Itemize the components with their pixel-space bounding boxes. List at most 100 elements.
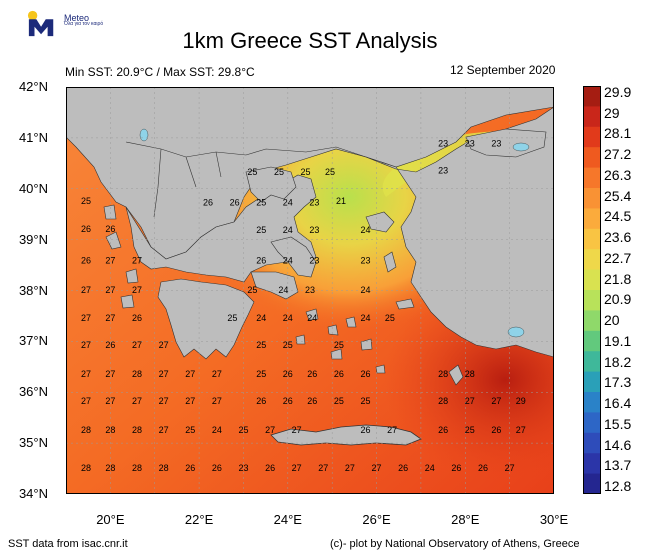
sst-value-label: 23 — [309, 255, 319, 265]
sst-value-label: 23 — [305, 285, 315, 295]
sst-value-label: 27 — [105, 396, 115, 406]
sst-value-label: 24 — [425, 463, 435, 473]
sst-value-label: 27 — [81, 369, 91, 379]
sst-value-label: 27 — [465, 396, 475, 406]
sst-value-label: 25 — [283, 340, 293, 350]
sst-value-label: 24 — [278, 285, 288, 295]
colorbar-tick-label: 29.9 — [604, 84, 632, 100]
land-attica — [250, 271, 299, 300]
colorbar-tick-label: 13.7 — [604, 457, 632, 474]
sst-value-label: 26 — [265, 463, 275, 473]
sst-value-label: 26 — [360, 369, 370, 379]
longitude-tick-label: 30°E — [539, 512, 569, 527]
colorbar-frame — [583, 86, 601, 494]
sst-value-label: 26 — [283, 396, 293, 406]
colorbar-segment — [583, 473, 601, 494]
land-chalkidiki — [245, 166, 297, 203]
sst-value-label: 26 — [81, 255, 91, 265]
sst-value-label: 26 — [256, 255, 266, 265]
sst-value-label: 28 — [132, 463, 142, 473]
colorbar-segment — [583, 310, 601, 332]
sst-value-label: 27 — [516, 425, 526, 435]
latitude-tick-label: 41°N — [18, 129, 48, 145]
sst-value-label: 26 — [334, 369, 344, 379]
colorbar-tick-label: 18.2 — [604, 353, 632, 370]
meteo-logo — [27, 10, 54, 37]
sst-value-label: 26 — [451, 463, 461, 473]
sst-value-label: 26 — [491, 425, 501, 435]
sst-value-label: 26 — [283, 369, 293, 379]
longitude-tick-label: 24°E — [273, 512, 302, 527]
colorbar-tick-label: 12.8 — [604, 478, 632, 494]
land-balkans — [66, 87, 554, 260]
sst-value-label: 25 — [301, 167, 311, 177]
colorbar-segment — [583, 371, 601, 393]
data-source: SST data from isac.cnr.it — [8, 538, 128, 550]
latitude-tick-label: 36°N — [18, 384, 48, 400]
colorbar-segment — [583, 249, 601, 271]
sst-value-label: 25 — [256, 369, 266, 379]
min-max-sst: Min SST: 20.9°C / Max SST: 29.8°C — [65, 65, 255, 79]
latitude-tick-label: 42°N — [18, 79, 48, 94]
sst-value-label: 25 — [256, 340, 266, 350]
sst-value-label: 28 — [438, 369, 448, 379]
sst-value-label: 26 — [398, 463, 408, 473]
sst-value-label: 24 — [256, 313, 266, 323]
longitude-tick-label: 22°E — [184, 512, 214, 527]
sst-value-label: 27 — [81, 340, 91, 350]
colorbar-tick-label: 15.5 — [604, 415, 632, 432]
sst-value-label: 27 — [212, 369, 222, 379]
colorbar-tick-label: 25.4 — [604, 187, 632, 204]
colorbar-tick-label: 27.2 — [604, 146, 632, 163]
sst-value-label: 27 — [292, 463, 302, 473]
sst-value-label: 25 — [238, 425, 248, 435]
sst-value-label: 25 — [465, 425, 475, 435]
sst-value-label: 29 — [516, 396, 526, 406]
land-rhodes — [448, 364, 464, 386]
sst-value-label: 26 — [212, 463, 222, 473]
sst-value-label: 27 — [159, 425, 169, 435]
sst-value-label: 26 — [230, 197, 240, 207]
colorbar-segment — [583, 86, 601, 107]
sst-value-label: 26 — [203, 197, 213, 207]
land-peloponnese — [157, 278, 255, 360]
sst-value-label: 25 — [334, 340, 344, 350]
sst-value-label: 27 — [505, 463, 515, 473]
graticule — [66, 87, 554, 494]
sst-value-label: 26 — [438, 425, 448, 435]
land-greece-mainland — [125, 174, 317, 283]
sst-value-label: 26 — [256, 396, 266, 406]
sst-value-label: 26 — [105, 224, 115, 234]
colorbar-segment — [583, 147, 601, 169]
sst-value-label: 27 — [132, 255, 142, 265]
sst-value-label: 24 — [307, 313, 317, 323]
sst-value-label: 26 — [360, 425, 370, 435]
sst-value-label: 25 — [325, 167, 335, 177]
sst-value-label: 27 — [159, 396, 169, 406]
longitude-tick-label: 26°E — [362, 512, 391, 527]
sst-map: 23 23 23 23 25 25 25 25 25 26 26 25 24 23 21 26 26 25 24 23… — [66, 87, 554, 494]
sst-value-label: 23 — [309, 225, 319, 235]
sst-value-label: 27 — [387, 425, 397, 435]
brand-subtitle: Όλα για τον καιρό — [64, 21, 104, 27]
sst-value-label: 26 — [132, 313, 142, 323]
sst-value-label: 27 — [81, 313, 91, 323]
sst-value-label: 27 — [185, 369, 195, 379]
colorbar-tick-label: 28.1 — [604, 125, 632, 142]
sst-value-label: 23 — [309, 197, 319, 207]
sst-value-label: 27 — [212, 396, 222, 406]
colorbar-tick-label: 29 — [604, 104, 620, 121]
sst-value-label: 24 — [360, 225, 370, 235]
colorbar-tick-label: 14.6 — [604, 436, 632, 453]
map-title: 1km Greece SST Analysis — [182, 28, 438, 53]
land-ionian-islands — [103, 204, 139, 309]
longitude-tick-label: 28°E — [451, 512, 480, 527]
sst-value-labels: 23 23 23 23 25 25 25 25 25 26 26 25 24 23 21 26 26 25 24 23… — [81, 138, 526, 473]
sst-value-label: 24 — [360, 285, 370, 295]
colorbar-segment — [583, 188, 601, 209]
map-frame — [66, 87, 554, 494]
credits: (c)- plot by National Observatory of Ath… — [330, 538, 580, 550]
land-lesvos — [365, 211, 395, 233]
sst-value-label: 25 — [81, 196, 91, 206]
sst-value-label: 27 — [132, 340, 142, 350]
